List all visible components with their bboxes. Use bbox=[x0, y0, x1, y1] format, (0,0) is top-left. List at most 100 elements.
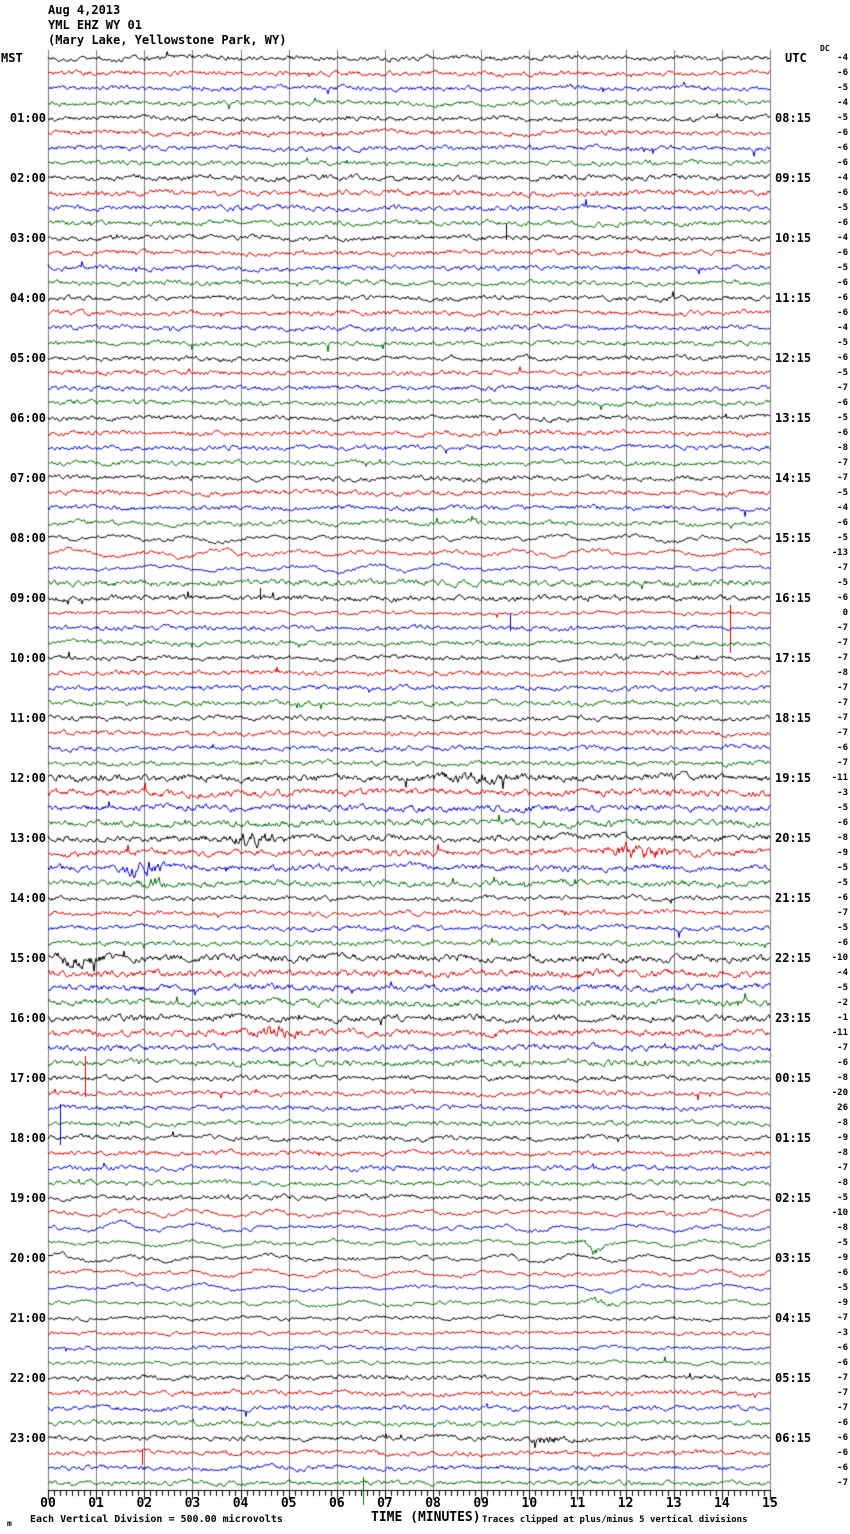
hour-label-mst: 22:00 bbox=[9, 1371, 46, 1385]
dc-offset-value: -7 bbox=[837, 1043, 848, 1053]
dc-offset-value: -7 bbox=[837, 758, 848, 768]
hour-label-utc: 21:15 bbox=[775, 891, 812, 905]
minute-tick-label: 14 bbox=[714, 1496, 730, 1511]
dc-offset-value: -6 bbox=[837, 1418, 848, 1428]
minute-tick-label: 03 bbox=[184, 1496, 201, 1511]
dc-offset-value: -8 bbox=[837, 668, 848, 678]
dc-offset-value: -5 bbox=[837, 533, 848, 543]
dc-offset-value: -7 bbox=[837, 1313, 848, 1323]
dc-offset-value: -6 bbox=[837, 428, 848, 438]
dc-offset-value: 0 bbox=[842, 608, 848, 618]
dc-offset-value: -6 bbox=[837, 68, 848, 78]
minute-tick-label: 09 bbox=[473, 1496, 490, 1511]
dc-offset-value: -7 bbox=[837, 458, 848, 468]
hour-label-mst: 20:00 bbox=[9, 1251, 46, 1265]
dc-offset-value: -9 bbox=[837, 1253, 848, 1263]
vertical-scale-note: Each Vertical Division = 500.00 microvol… bbox=[30, 1514, 283, 1525]
dc-offset-value: -6 bbox=[837, 593, 848, 603]
dc-offset-value: -13 bbox=[831, 548, 848, 558]
dc-offset-value: -11 bbox=[831, 1028, 848, 1038]
x-axis-title: TIME (MINUTES) bbox=[371, 1510, 481, 1525]
dc-offset-value: -4 bbox=[837, 53, 848, 63]
hour-label-utc: 12:15 bbox=[775, 351, 812, 365]
hour-label-utc: 03:15 bbox=[775, 1251, 812, 1265]
hour-label-utc: 04:15 bbox=[775, 1311, 812, 1325]
dc-offset-value: -7 bbox=[837, 1373, 848, 1383]
hour-label-utc: 19:15 bbox=[775, 771, 812, 785]
dc-offset-value: -4 bbox=[837, 233, 848, 243]
dc-offset-value: -7 bbox=[837, 698, 848, 708]
dc-offset-value: -6 bbox=[837, 818, 848, 828]
left-timezone-header: MST bbox=[1, 51, 23, 65]
hour-label-mst: 02:00 bbox=[9, 171, 46, 185]
dc-offset-value: -6 bbox=[837, 398, 848, 408]
dc-offset-value: -6 bbox=[837, 1268, 848, 1278]
dc-offset-value: -6 bbox=[837, 1448, 848, 1458]
minute-tick-label: 10 bbox=[521, 1496, 538, 1511]
dc-offset-value: -6 bbox=[837, 188, 848, 198]
hour-label-mst: 10:00 bbox=[9, 651, 46, 665]
dc-offset-value: -7 bbox=[837, 728, 848, 738]
hour-label-mst: 14:00 bbox=[9, 891, 46, 905]
dc-offset-value: -1 bbox=[837, 1013, 848, 1023]
hour-label-utc: 08:15 bbox=[775, 111, 812, 125]
dc-offset-value: -9 bbox=[837, 848, 848, 858]
dc-offset-value: -6 bbox=[837, 1433, 848, 1443]
dc-offset-value: -8 bbox=[837, 443, 848, 453]
dc-offset-value: -7 bbox=[837, 638, 848, 648]
dc-offset-value: -5 bbox=[837, 863, 848, 873]
dc-offset-value: -6 bbox=[837, 938, 848, 948]
dc-offset-value: -5 bbox=[837, 1283, 848, 1293]
hour-label-mst: 23:00 bbox=[9, 1431, 46, 1445]
dc-offset-value: -5 bbox=[837, 578, 848, 588]
dc-offset-value: -6 bbox=[837, 743, 848, 753]
title-location: (Mary Lake, Yellowstone Park, WY) bbox=[48, 33, 287, 47]
hour-label-mst: 05:00 bbox=[9, 351, 46, 365]
hour-label-utc: 18:15 bbox=[775, 711, 812, 725]
dc-offset-value: -6 bbox=[837, 218, 848, 228]
minute-tick-label: 06 bbox=[328, 1496, 345, 1511]
dc-offset-value: -6 bbox=[837, 353, 848, 363]
dc-offset-value: -4 bbox=[837, 968, 848, 978]
dc-offset-value: -5 bbox=[837, 878, 848, 888]
dc-offset-value: -9 bbox=[837, 1133, 848, 1143]
minute-tick-label: 11 bbox=[569, 1496, 586, 1511]
hour-label-mst: 06:00 bbox=[9, 411, 46, 425]
dc-offset-value: -7 bbox=[837, 683, 848, 693]
dc-offset-value: -4 bbox=[837, 98, 848, 108]
hour-label-utc: 05:15 bbox=[775, 1371, 812, 1385]
dc-offset-value: -8 bbox=[837, 1118, 848, 1128]
hour-label-utc: 02:15 bbox=[775, 1191, 812, 1205]
minute-tick-label: 12 bbox=[617, 1496, 634, 1511]
hour-label-mst: 13:00 bbox=[9, 831, 46, 845]
dc-offset-value: -5 bbox=[837, 1238, 848, 1248]
hour-label-utc: 23:15 bbox=[775, 1011, 812, 1025]
hour-label-utc: 14:15 bbox=[775, 471, 812, 485]
hour-label-mst: 03:00 bbox=[9, 231, 46, 245]
dc-offset-value: -4 bbox=[837, 323, 848, 333]
hour-label-utc: 15:15 bbox=[775, 531, 812, 545]
minute-tick-label: 15 bbox=[762, 1496, 778, 1511]
hour-label-mst: 17:00 bbox=[9, 1071, 46, 1085]
dc-offset-value: -7 bbox=[837, 908, 848, 918]
dc-offset-value: -8 bbox=[837, 833, 848, 843]
hour-label-utc: 20:15 bbox=[775, 831, 812, 845]
dc-offset-value: -7 bbox=[837, 563, 848, 573]
dc-offset-value: -5 bbox=[837, 113, 848, 123]
dc-offset-value: -10 bbox=[831, 1208, 848, 1218]
dc-offset-value: -6 bbox=[837, 158, 848, 168]
dc-offset-value: -5 bbox=[837, 1193, 848, 1203]
dc-offset-value: -9 bbox=[837, 1298, 848, 1308]
dc-offset-value: -5 bbox=[837, 203, 848, 213]
dc-offset-value: -8 bbox=[837, 1178, 848, 1188]
hour-label-mst: 15:00 bbox=[9, 951, 46, 965]
dc-offset-value: -5 bbox=[837, 983, 848, 993]
hour-label-utc: 10:15 bbox=[775, 231, 812, 245]
hour-label-utc: 09:15 bbox=[775, 171, 812, 185]
minute-tick-label: 04 bbox=[232, 1496, 249, 1511]
dc-offset-value: -8 bbox=[837, 1223, 848, 1233]
dc-offset-value: -4 bbox=[837, 503, 848, 513]
minute-tick-label: 07 bbox=[377, 1496, 393, 1511]
